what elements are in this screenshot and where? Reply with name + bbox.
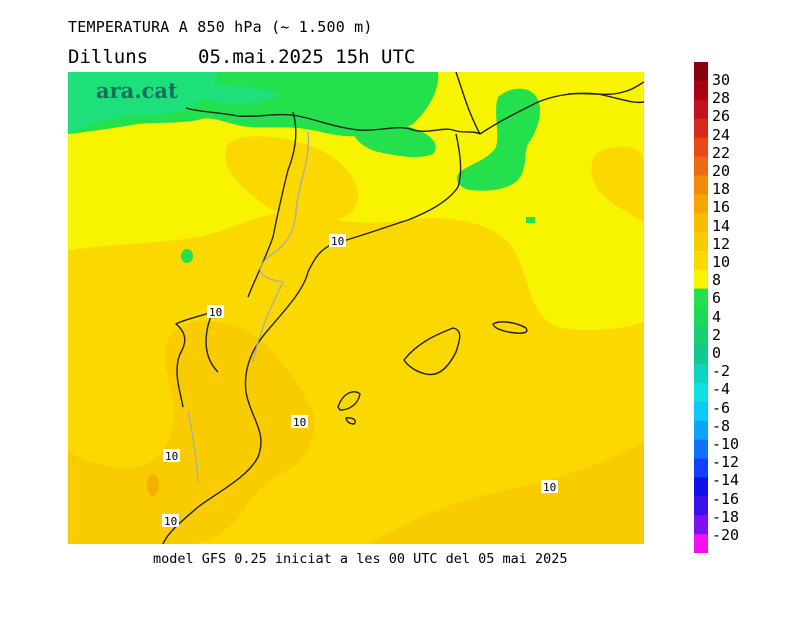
legend-label: -20 — [712, 526, 740, 544]
legend-label: 8 — [712, 271, 722, 290]
legend-swatch — [694, 62, 708, 82]
legend-label: 24 — [712, 125, 731, 144]
legend-swatch — [694, 439, 708, 460]
legend-label: -4 — [712, 380, 731, 399]
legend-swatch — [694, 250, 708, 271]
coastline-catalonia — [162, 72, 481, 544]
legend-label: 22 — [712, 143, 731, 162]
legend-label: 20 — [712, 162, 731, 180]
legend-swatch — [694, 80, 708, 101]
legend-swatch — [694, 269, 708, 290]
forecast-day: Dilluns — [68, 46, 149, 68]
contour-label: 10 — [291, 415, 308, 429]
forecast-time: Dilluns 05.mai.2025 15h UTC — [68, 46, 415, 112]
legend-label: 4 — [712, 307, 722, 326]
legend-label: 18 — [712, 180, 731, 199]
legend-label: -14 — [712, 471, 740, 490]
island-formentera — [345, 417, 356, 425]
legend-swatch — [694, 496, 708, 516]
contour-label: 10 — [163, 449, 180, 463]
legend-swatch — [694, 458, 708, 478]
island-mallorca — [403, 327, 461, 376]
contour-label: 10 — [207, 305, 224, 319]
temp-spot-cold-2 — [526, 217, 535, 223]
contour-labels: 10 10 10 10 10 10 — [162, 234, 558, 528]
coast-spain-west — [175, 311, 219, 408]
legend-label: 0 — [712, 344, 722, 362]
legend-swatch — [694, 364, 708, 384]
temp-zone-orange-southeast — [368, 442, 644, 544]
temp-zone-gold-east — [603, 177, 644, 222]
legend-label: -16 — [712, 489, 740, 508]
borders — [162, 72, 644, 544]
legend-label: 14 — [712, 216, 731, 235]
legend-label: 12 — [712, 234, 731, 253]
ara-cat-logo: ara.cat — [96, 78, 178, 103]
coast-northeast — [567, 81, 644, 96]
legend-label: -6 — [712, 398, 731, 417]
coastline-east — [479, 92, 644, 135]
legend-swatch — [694, 99, 708, 120]
legend-label: -12 — [712, 453, 740, 472]
legend-label: 16 — [712, 198, 731, 217]
contour-label: 10 — [162, 514, 179, 528]
border-france-spain — [185, 107, 481, 135]
legend-label: 10 — [712, 253, 731, 271]
contour-label: 10 — [541, 480, 558, 494]
legend-swatch — [694, 137, 708, 157]
contour-label-text: 10 — [543, 481, 556, 494]
contour-label-text: 10 — [293, 416, 306, 429]
inner-border-aragon — [187, 131, 310, 483]
temperature-legend-bar — [694, 62, 708, 553]
legend-label: 6 — [712, 289, 722, 308]
forecast-datetime: 05.mai.2025 15h UTC — [198, 46, 416, 68]
legend-swatch — [694, 156, 708, 176]
temp-zone-gold-north — [225, 136, 359, 222]
legend-swatch — [694, 213, 708, 233]
legend-label: -2 — [712, 362, 731, 381]
temp-zone-green-coast — [348, 119, 436, 158]
temp-zone-green-dark-2 — [193, 84, 278, 104]
legend-label: 28 — [712, 89, 731, 108]
legend-swatch — [694, 515, 708, 535]
legend-swatch — [694, 420, 708, 441]
legend-swatch — [694, 534, 708, 553]
contour-label-text: 10 — [331, 235, 344, 248]
legend-swatch — [694, 383, 708, 403]
contour-label-text: 10 — [165, 450, 178, 463]
temperature-map: ara.cat 10 10 10 10 10 10 — [68, 72, 644, 544]
map-title: TEMPERATURA A 850 hPa (~ 1.500 m) — [68, 18, 373, 36]
island-ibiza — [337, 391, 361, 411]
contour-label-text: 10 — [209, 306, 222, 319]
model-run-note: model GFS 0.25 iniciat a les 00 UTC del … — [153, 551, 568, 567]
island-menorca — [492, 321, 528, 334]
legend-label: -18 — [712, 507, 740, 526]
legend-swatch — [694, 231, 708, 252]
legend-label: -8 — [712, 416, 731, 435]
legend-label: 2 — [712, 325, 722, 344]
temp-spot-cold-1 — [181, 249, 193, 263]
contour-label-text: 10 — [164, 515, 177, 528]
temp-zone-orange-west — [68, 321, 315, 544]
temp-zone-green-northeast — [456, 88, 540, 191]
contour-label: 10 — [329, 234, 346, 248]
legend-swatch — [694, 288, 708, 308]
legend-swatch — [694, 118, 708, 139]
legend-label: 30 — [712, 71, 731, 89]
legend-swatch — [694, 326, 708, 346]
legend-swatch — [694, 307, 708, 327]
legend-swatch — [694, 345, 708, 365]
legend-label: 26 — [712, 107, 731, 126]
legend-swatch — [694, 477, 708, 497]
legend-label: -10 — [712, 435, 740, 453]
temp-spot-warm — [147, 474, 159, 496]
temp-zone-green-dark — [68, 72, 218, 132]
legend-swatch — [694, 175, 708, 195]
legend-swatch — [694, 401, 708, 422]
legend-swatch — [694, 194, 708, 214]
